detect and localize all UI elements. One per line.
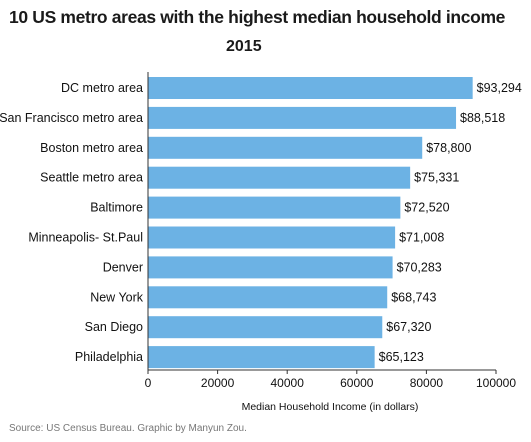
bar-0 [148, 77, 473, 99]
value-label: $72,520 [404, 201, 449, 215]
category-label: San Diego [85, 320, 143, 334]
value-label: $75,331 [414, 171, 459, 185]
chart-title: 10 US metro areas with the highest media… [9, 7, 506, 27]
category-label: Philadelphia [75, 350, 143, 364]
x-tick-label: 100000 [476, 376, 516, 390]
value-label: $67,320 [386, 320, 431, 334]
value-label: $70,283 [397, 260, 442, 274]
chart-subtitle: 2015 [226, 38, 262, 55]
bar-8 [148, 316, 383, 339]
value-label: $78,800 [426, 141, 471, 155]
bar-7 [148, 286, 388, 309]
category-label: DC metro area [61, 81, 143, 95]
x-tick-label: 40000 [271, 376, 305, 390]
category-label: San Francisco metro area [0, 111, 143, 125]
bar-5 [148, 226, 396, 249]
source-note: Source: US Census Bureau. Graphic by Man… [9, 423, 247, 434]
bar-1 [148, 106, 457, 129]
bar-4 [148, 196, 401, 219]
value-label: $68,743 [391, 290, 436, 304]
value-label: $93,294 [477, 81, 522, 95]
x-tick-label: 60000 [340, 376, 374, 390]
bar-6 [148, 256, 393, 279]
bar-2 [148, 136, 423, 159]
x-tick-label: 80000 [410, 376, 444, 390]
category-label: Baltimore [90, 201, 143, 215]
bar-3 [148, 166, 411, 189]
category-label: Minneapolis- St.Paul [28, 231, 143, 245]
value-label: $65,123 [379, 350, 424, 364]
category-label: Denver [103, 260, 143, 274]
x-axis-title: Median Household Income (in dollars) [242, 401, 419, 413]
x-tick-label: 20000 [201, 376, 235, 390]
category-label: Boston metro area [40, 141, 143, 155]
category-label: Seattle metro area [40, 171, 143, 185]
x-tick-label: 0 [145, 376, 152, 390]
value-label: $88,518 [460, 111, 505, 125]
category-label: New York [90, 290, 144, 304]
value-label: $71,008 [399, 231, 444, 245]
bar-9 [148, 346, 375, 369]
